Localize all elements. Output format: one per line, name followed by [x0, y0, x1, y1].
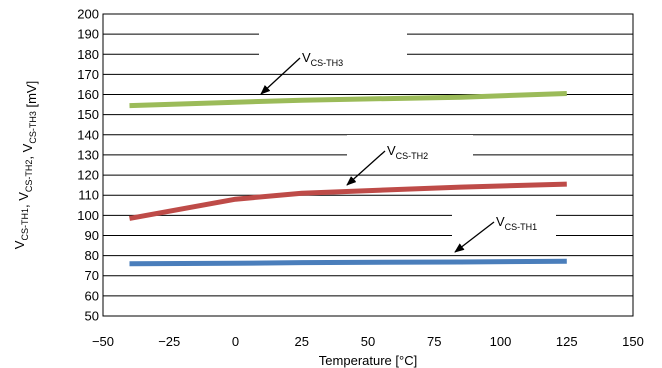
y-tick-label: 190 [77, 27, 99, 42]
y-tick-label: 130 [77, 147, 99, 162]
series-lines [129, 91, 567, 267]
y-axis-title: VCS-TH1, VCS-TH2, VCS-TH3 [mV] [12, 81, 39, 249]
annotation-arrow [454, 221, 495, 253]
y-tick-label: 100 [77, 208, 99, 223]
series-line-1 [129, 258, 567, 267]
annotation-arrow [346, 150, 386, 186]
y-tick-label: 80 [85, 248, 99, 263]
y-tick-label: 110 [78, 188, 99, 203]
y-tick-label: 60 [85, 288, 99, 303]
x-tick-labels: −50 −25 0 25 50 75 100 125 150 [92, 334, 644, 349]
x-tick-label: 150 [622, 334, 644, 349]
series-label: VCS-TH2 [387, 143, 428, 161]
x-tick-label: 75 [427, 334, 441, 349]
y-tick-label: 200 [77, 7, 99, 22]
series-label: VCS-TH3 [302, 50, 343, 68]
x-tick-label: −25 [158, 334, 180, 349]
y-tick-label: 160 [77, 87, 99, 102]
annotation-box [452, 206, 556, 244]
x-tick-label: 100 [490, 334, 512, 349]
y-tick-label: 150 [77, 107, 99, 122]
annotation-arrow [260, 57, 301, 95]
series-line-3 [129, 91, 567, 109]
annotation-box [259, 33, 407, 71]
x-tick-label: 25 [295, 334, 309, 349]
y-tick-label: 90 [85, 228, 99, 243]
x-tick-label: 50 [361, 334, 375, 349]
y-tick-label: 50 [85, 309, 99, 324]
x-tick-label: 125 [556, 334, 578, 349]
y-tick-labels: 50 60 70 80 90 100 110 120 130 140 150 160 170 180 190… [77, 7, 99, 324]
series-annotations: VCS-TH1 VCS-TH2 VCS-TH3 [259, 33, 556, 253]
plot-area-frame [102, 13, 634, 317]
y-tick-label: 120 [77, 168, 99, 183]
y-tick-label: 180 [77, 47, 99, 62]
y-tick-label: 140 [77, 127, 99, 142]
x-tick-label: 0 [232, 334, 239, 349]
x-tick-label: −50 [92, 334, 114, 349]
x-axis-title: Temperature [°C] [319, 353, 417, 368]
y-tick-label: 70 [85, 268, 99, 283]
series-label: VCS-TH1 [496, 214, 537, 232]
y-tick-label: 170 [77, 67, 99, 82]
